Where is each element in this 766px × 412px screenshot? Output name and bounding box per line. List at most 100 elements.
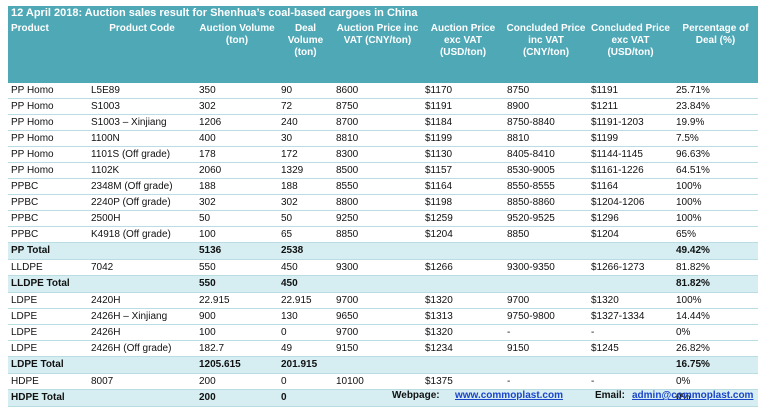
table-row: PPBC K4918 (Off grade) 100 65 8850 $1204 8850 $… [8, 226, 758, 243]
cell-percentage-of-deal: 100% [673, 210, 758, 227]
cell-auction-volume: 178 [196, 146, 278, 163]
cell-auction-price-exc-vat: $1199 [422, 130, 504, 147]
cell-product-code: 2426H [88, 324, 196, 341]
cell-auction-price-exc-vat [422, 275, 504, 293]
cell-percentage-of-deal: 16.75% [673, 356, 758, 374]
cell-concluded-price-inc-vat: 8550-8555 [504, 178, 588, 195]
cell-concluded-price-inc-vat: - [504, 373, 588, 390]
cell-auction-volume: 100 [196, 226, 278, 243]
cell-product: PP Homo [8, 98, 88, 115]
cell-auction-volume: 200 [196, 373, 278, 390]
cell-concluded-price-exc-vat: - [588, 373, 673, 390]
cell-auction-volume: 400 [196, 130, 278, 147]
footer: Webpage: www.commoplast.com Email: admin… [8, 388, 758, 404]
cell-product: PP Homo [8, 83, 88, 99]
cell-auction-price-exc-vat: $1266 [422, 259, 504, 276]
cell-concluded-price-inc-vat: 9300-9350 [504, 259, 588, 276]
cell-auction-price-exc-vat: $1157 [422, 162, 504, 179]
cell-auction-price-inc-vat: 9700 [333, 324, 422, 341]
cell-product-code: 7042 [88, 259, 196, 276]
cell-auction-price-inc-vat [333, 275, 422, 293]
cell-concluded-price-inc-vat [504, 389, 588, 407]
table-row: HDPE 8007 200 0 10100 $1375- -0% [8, 373, 758, 390]
cell-product-code [88, 275, 196, 293]
cell-auction-price-inc-vat: 8600 [333, 83, 422, 99]
table-row: LDPE 2426H – Xinjiang 900 130 9650 $1313 9750-… [8, 308, 758, 325]
cell-percentage-of-deal: 26.82% [673, 340, 758, 357]
cell-concluded-price-inc-vat: 8900 [504, 98, 588, 115]
cell-auction-price-inc-vat: 9300 [333, 259, 422, 276]
cell-auction-price-exc-vat: $1198 [422, 194, 504, 211]
cell-product-code: 1102K [88, 162, 196, 179]
total-row: LLDPE Total 550 450 81.82% [8, 275, 758, 293]
cell-auction-price-inc-vat: 8810 [333, 130, 422, 147]
cell-deal-volume: 2538 [278, 242, 333, 260]
cell-auction-volume: 1206 [196, 114, 278, 131]
cell-product-code: L5E89 [88, 83, 196, 99]
cell-concluded-price-exc-vat: $1204 [588, 226, 673, 243]
cell-concluded-price-inc-vat: 8405-8410 [504, 146, 588, 163]
cell-product-code: 8007 [88, 373, 196, 390]
cell-auction-price-inc-vat [333, 356, 422, 374]
cell-auction-price-exc-vat [422, 242, 504, 260]
cell-product: HDPE Total [8, 389, 88, 407]
page-title: 12 April 2018: Auction sales result for … [8, 6, 758, 21]
cell-concluded-price-exc-vat: $1144-1145 [588, 146, 673, 163]
cell-percentage-of-deal: 49.42% [673, 242, 758, 260]
cell-deal-volume: 450 [278, 259, 333, 276]
header-concluded-price-exc-vat: Concluded Price exc VAT (USD/ton) [588, 21, 673, 83]
cell-product-code [88, 389, 196, 407]
cell-concluded-price-inc-vat: 9700 [504, 292, 588, 309]
email-link[interactable]: admin@commoplast.com [632, 390, 754, 401]
cell-auction-volume: 350 [196, 83, 278, 99]
cell-product-code [88, 356, 196, 374]
cell-deal-volume: 172 [278, 146, 333, 163]
cell-product-code: 2426H (Off grade) [88, 340, 196, 357]
cell-auction-price-exc-vat [422, 356, 504, 374]
cell-percentage-of-deal: 0% [673, 324, 758, 341]
cell-deal-volume: 22.915 [278, 292, 333, 309]
cell-product-code: 2500H [88, 210, 196, 227]
cell-product: PP Homo [8, 114, 88, 131]
header-concluded-price-inc-vat: Concluded Price inc VAT (CNY/ton) [504, 21, 588, 83]
header-product: Product [8, 21, 88, 83]
cell-percentage-of-deal: 81.82% [673, 259, 758, 276]
cell-deal-volume: 302 [278, 194, 333, 211]
cell-concluded-price-inc-vat: 8850-8860 [504, 194, 588, 211]
email-label: Email: [595, 390, 626, 401]
cell-auction-price-inc-vat [333, 242, 422, 260]
table-row: LLDPE 7042 550 450 9300 $1266 9300-9350 $1266-1… [8, 259, 758, 276]
cell-product: LDPE [8, 324, 88, 341]
table-row: PP Homo S1003 302 72 8750 $1191 8900 $1211 23.84… [8, 98, 758, 115]
cell-product: PPBC [8, 210, 88, 227]
header-deal-volume: Deal Volume (ton) [278, 21, 333, 83]
cell-auction-volume: 900 [196, 308, 278, 325]
cell-deal-volume: 0 [278, 324, 333, 341]
cell-deal-volume: 72 [278, 98, 333, 115]
cell-auction-price-inc-vat: 8750 [333, 98, 422, 115]
cell-concluded-price-exc-vat: - [588, 324, 673, 341]
table-row: PP Homo 1100N 400 30 8810 $1199 8810 $1199 7.5% [8, 130, 758, 147]
cell-product-code: 2348M (Off grade) [88, 178, 196, 195]
cell-product-code: S1003 – Xinjiang [88, 114, 196, 131]
total-row: PP Total 5136 2538 49.42% [8, 242, 758, 260]
cell-percentage-of-deal: 100% [673, 292, 758, 309]
cell-deal-volume: 0 [278, 373, 333, 390]
cell-deal-volume: 0 [278, 389, 333, 407]
cell-auction-price-inc-vat: 8700 [333, 114, 422, 131]
cell-auction-price-exc-vat: $1234 [422, 340, 504, 357]
cell-deal-volume: 49 [278, 340, 333, 357]
cell-deal-volume: 130 [278, 308, 333, 325]
cell-concluded-price-inc-vat: 8810 [504, 130, 588, 147]
cell-concluded-price-exc-vat: $1320 [588, 292, 673, 309]
webpage-link[interactable]: www.commoplast.com [455, 390, 563, 401]
cell-auction-price-exc-vat: $1259 [422, 210, 504, 227]
total-row: LDPE Total 1205.615 201.915 16.75% [8, 356, 758, 374]
cell-product: HDPE [8, 373, 88, 390]
cell-percentage-of-deal: 100% [673, 178, 758, 195]
cell-percentage-of-deal: 0% [673, 389, 758, 407]
cell-auction-price-inc-vat: 9150 [333, 340, 422, 357]
cell-product: PP Homo [8, 130, 88, 147]
cell-auction-volume: 200 [196, 389, 278, 407]
cell-percentage-of-deal: 7.5% [673, 130, 758, 147]
